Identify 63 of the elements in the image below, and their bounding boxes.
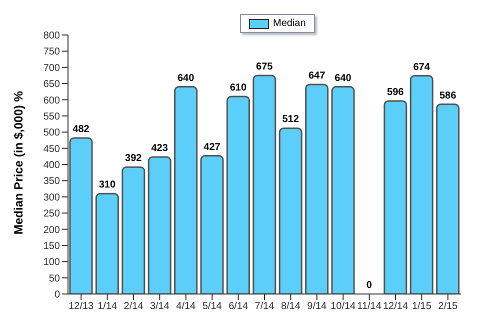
- data-label: 392: [125, 153, 142, 164]
- x-tick-label: 2/14: [124, 301, 144, 312]
- y-tick-label: 750: [43, 46, 60, 58]
- bar: [200, 155, 224, 294]
- y-tick-label: 150: [43, 240, 60, 252]
- bar: [95, 192, 119, 294]
- bar: [410, 75, 434, 294]
- y-tick-label: 300: [43, 192, 60, 204]
- x-tick-label: 3/14: [150, 301, 170, 312]
- x-tick-label: 11/14: [357, 301, 382, 312]
- data-label: 675: [256, 61, 274, 72]
- bar: [252, 74, 276, 294]
- data-label: 0: [366, 280, 372, 291]
- x-tick-label: 6/14: [228, 301, 248, 312]
- data-label: 640: [334, 72, 352, 84]
- y-tick-label: 800: [43, 30, 60, 42]
- x-tick-label: 8/14: [280, 301, 301, 312]
- bar: [148, 156, 172, 294]
- data-label: 423: [151, 143, 168, 154]
- data-label: 640: [177, 72, 195, 84]
- x-tick-label: 7/14: [254, 301, 275, 312]
- y-tick-label: 400: [43, 160, 60, 172]
- y-tick-label: 250: [43, 208, 60, 220]
- data-label: 610: [230, 82, 247, 94]
- y-tick-label: 650: [43, 79, 60, 90]
- data-label: 586: [439, 90, 457, 102]
- bar: [436, 104, 460, 294]
- y-tick-label: 450: [43, 144, 60, 155]
- y-tick-label: 500: [43, 128, 60, 139]
- bar: [122, 166, 146, 294]
- data-label: 427: [204, 142, 221, 153]
- y-tick-label: 550: [43, 111, 60, 122]
- data-label: 647: [308, 70, 326, 82]
- y-tick-label: 100: [43, 257, 60, 268]
- data-label: 674: [413, 62, 430, 73]
- y-axis-title: Median Price (in $,000) %: [11, 90, 26, 234]
- bar: [278, 127, 302, 294]
- x-tick-label: 5/14: [202, 301, 222, 312]
- x-tick-label: 12/14: [382, 301, 408, 312]
- bar: [384, 100, 408, 294]
- x-tick-label: 9/14: [307, 301, 328, 312]
- bar: [226, 96, 250, 294]
- x-tick-label: 4/14: [176, 301, 196, 312]
- text: Median: [273, 18, 306, 29]
- x-tick-label: 10/14: [330, 301, 356, 312]
- bar: [305, 84, 329, 294]
- bar: [69, 137, 93, 294]
- bar: [331, 86, 355, 294]
- data-label: 512: [282, 114, 300, 126]
- x-tick-label: 2/15: [438, 301, 458, 312]
- x-tick-label: 1/14: [98, 301, 118, 312]
- y-tick-label: 600: [43, 95, 60, 106]
- y-tick-label: 700: [43, 62, 60, 74]
- data-label: 596: [387, 87, 404, 98]
- data-label: 482: [72, 124, 90, 135]
- x-tick-label: 1/15: [412, 301, 432, 312]
- y-tick-label: 350: [43, 176, 60, 188]
- data-label: 310: [98, 180, 116, 191]
- x-tick-label: 12/13: [68, 301, 94, 312]
- bar: [174, 86, 198, 294]
- y-tick-label: 200: [43, 224, 60, 236]
- y-tick-label: 0: [54, 290, 60, 301]
- y-tick-label: 50: [48, 273, 60, 284]
